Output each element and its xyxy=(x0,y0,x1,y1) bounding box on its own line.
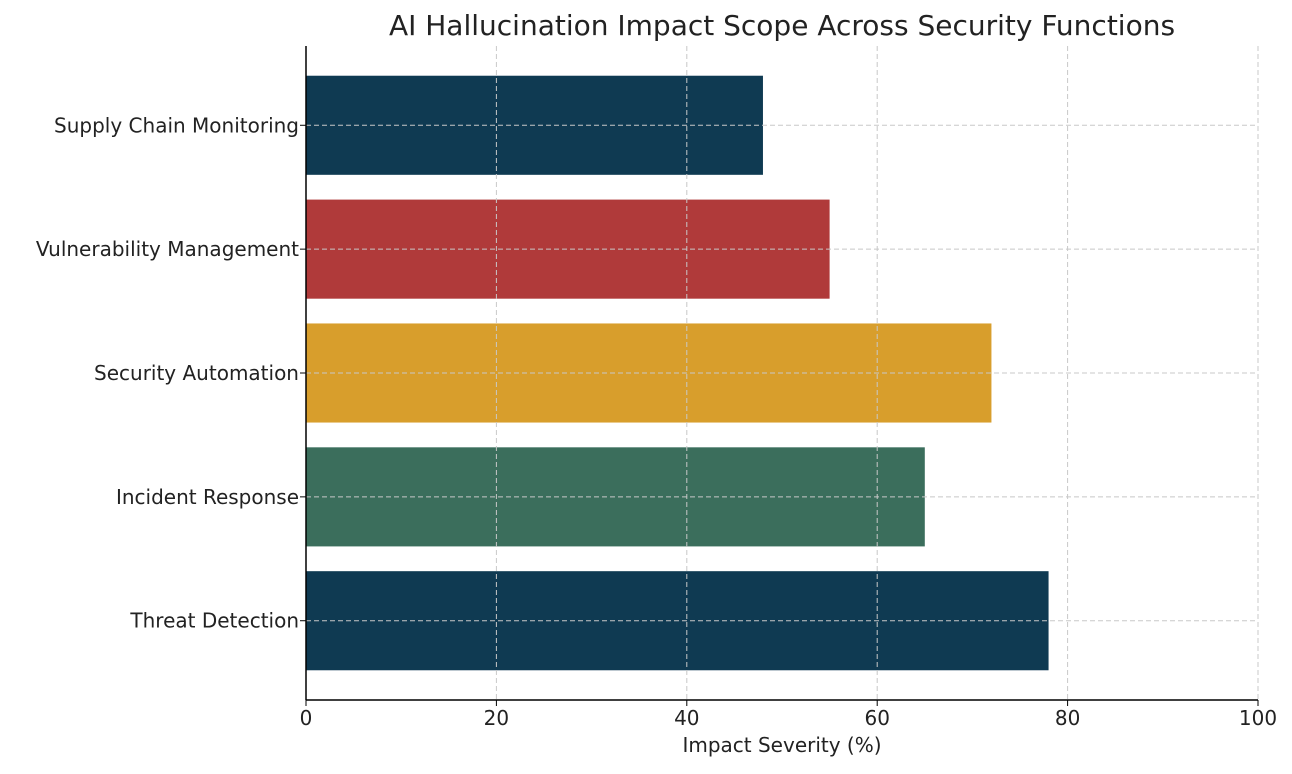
x-axis-label: Impact Severity (%) xyxy=(682,733,881,757)
y-tick-label: Security Automation xyxy=(94,361,299,385)
x-tick-label: 80 xyxy=(1055,706,1080,730)
bar-security-automation xyxy=(306,323,992,423)
x-tick-label: 20 xyxy=(484,706,509,730)
x-tick-label: 60 xyxy=(864,706,889,730)
x-tick-label: 100 xyxy=(1239,706,1277,730)
x-tick-label: 0 xyxy=(300,706,313,730)
bar-vulnerability-management xyxy=(306,199,830,299)
y-tick-label: Vulnerability Management xyxy=(36,237,299,261)
y-tick-label: Threat Detection xyxy=(129,609,299,633)
axes: 0 20 40 60 80 100 Threat Detection Incident Res… xyxy=(36,46,1277,730)
grid xyxy=(305,46,1259,700)
x-tick-label: 40 xyxy=(674,706,699,730)
y-tick-label: Supply Chain Monitoring xyxy=(54,113,299,137)
y-tick-label: Incident Response xyxy=(116,485,299,509)
chart-title: AI Hallucination Impact Scope Across Sec… xyxy=(389,9,1175,42)
